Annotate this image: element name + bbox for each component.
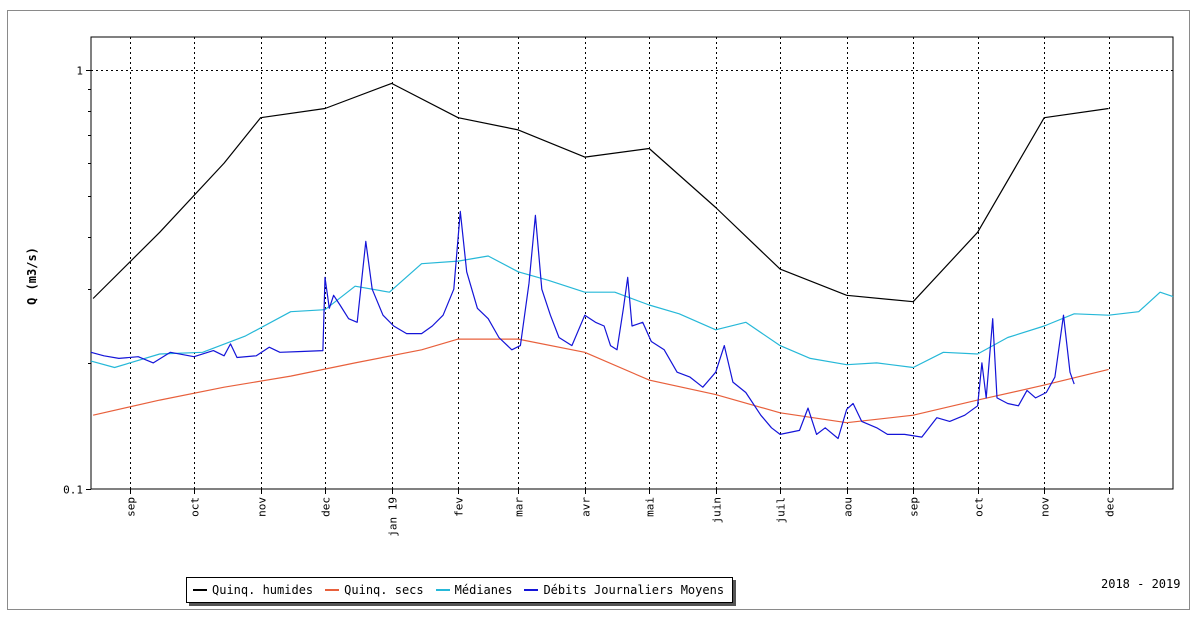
- chart-frame: sep oct nov dec jan 19 fev mar avr mai juin juil ao…: [7, 10, 1190, 610]
- legend-item: Quinq. secs: [325, 583, 424, 597]
- series-line: [92, 338, 1109, 424]
- x-tick-label: jan 19: [387, 497, 400, 537]
- x-tick-label: juil: [775, 497, 788, 524]
- chart-legend: Quinq. humides Quinq. secs Médianes Débits …: [186, 577, 734, 603]
- x-tick-label: avr: [580, 497, 593, 517]
- legend-swatch: [435, 589, 450, 591]
- x-tick-label: dec: [320, 497, 333, 517]
- x-tick-label: fev: [453, 497, 466, 517]
- legend-swatch: [325, 589, 340, 591]
- x-tick-label: nov: [256, 497, 269, 517]
- series-line: [90, 210, 1075, 440]
- y-axis-label: Q (m3/s): [25, 247, 39, 305]
- x-tick-label: oct: [189, 497, 202, 517]
- x-tick-label: mar: [513, 497, 526, 517]
- x-tick-label: dec: [1104, 497, 1117, 517]
- plot-area: [90, 36, 1174, 490]
- period-label: 2018 - 2019: [1101, 577, 1181, 591]
- legend-label: Quinq. humides: [212, 583, 314, 597]
- legend-swatch: [193, 589, 207, 591]
- legend-item: Quinq. humides: [193, 583, 313, 597]
- series: [90, 82, 1174, 440]
- series-line: [90, 255, 1174, 369]
- x-tick-label: nov: [1039, 497, 1052, 517]
- axes: sep oct nov dec jan 19 fev mar avr mai juin juil ao…: [63, 36, 1174, 537]
- legend-label: Débits Journaliers Moyens: [543, 583, 725, 597]
- x-tick-label: juin: [711, 497, 724, 524]
- y-tick-label: 0.1: [63, 484, 83, 497]
- x-tick-label: sep: [908, 497, 921, 517]
- x-tick-label: sep: [125, 497, 138, 517]
- y-tick-label: 1: [76, 65, 83, 78]
- x-tick-label: mai: [644, 497, 657, 517]
- x-tick-label: aou: [842, 497, 855, 517]
- series-line: [92, 82, 1109, 303]
- legend-swatch: [524, 589, 539, 591]
- legend-label: Médianes: [454, 583, 513, 597]
- legend-item: Débits Journaliers Moyens: [524, 583, 724, 597]
- legend-label: Quinq. secs: [344, 583, 424, 597]
- x-tick-label: oct: [973, 497, 986, 517]
- grid: [91, 37, 1173, 489]
- legend-item: Médianes: [435, 583, 513, 597]
- flow-chart: sep oct nov dec jan 19 fev mar avr mai juin juil ao…: [25, 36, 1174, 537]
